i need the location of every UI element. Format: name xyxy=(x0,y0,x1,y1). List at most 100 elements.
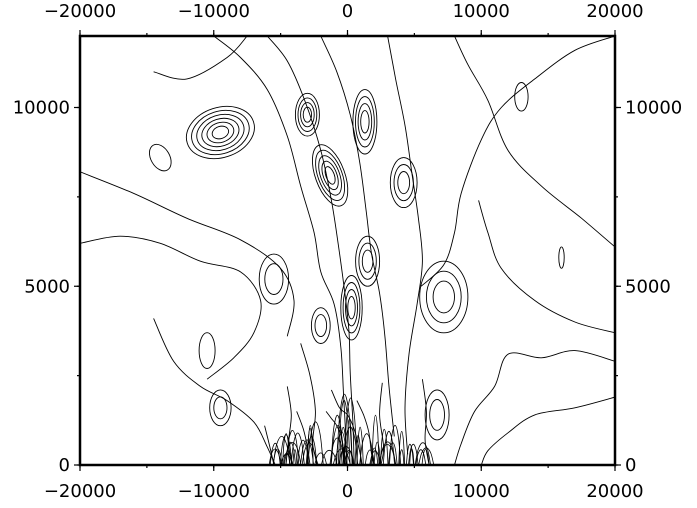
surface-contour-19 xyxy=(330,414,345,465)
contour-feature-4 xyxy=(389,157,418,209)
y-tick-label-right-0: 0 xyxy=(625,455,636,476)
surface-contour-47 xyxy=(379,441,397,465)
contour-feature-9 xyxy=(310,307,331,344)
contour-line-17 xyxy=(264,425,275,465)
contour-ring-1-1 xyxy=(297,97,318,132)
contour-line-16 xyxy=(421,379,430,465)
surface-contour-56 xyxy=(336,393,353,465)
contour-ring-0-2 xyxy=(196,113,245,152)
contour-ring-2-2 xyxy=(357,103,373,141)
contour-ring-9-0 xyxy=(310,307,331,344)
x-tick-label-top-2: 0 xyxy=(342,1,353,22)
surface-contour-59 xyxy=(418,447,435,465)
surface-contour-32 xyxy=(337,399,351,465)
contour-feature-6 xyxy=(258,253,290,305)
contour-line-3 xyxy=(420,36,615,287)
contour-feature-8 xyxy=(340,275,363,341)
x-tick-label-top-4: 20000 xyxy=(586,1,643,22)
contour-feature-3 xyxy=(311,144,349,207)
contour-ring-1-2 xyxy=(300,102,315,128)
contour-ring-4-2 xyxy=(397,171,411,195)
contour-ring-2-1 xyxy=(355,96,375,148)
contour-feature-12 xyxy=(558,246,565,269)
y-tick-label-left-0: 0 xyxy=(59,455,70,476)
x-tick-label-bottom-2: 0 xyxy=(342,481,353,502)
contour-feature-1 xyxy=(294,92,320,137)
surface-contour-55 xyxy=(343,397,358,465)
surface-contour-12 xyxy=(354,434,362,465)
surface-contour-cluster xyxy=(268,393,435,465)
x-tick-label-top-1: −10000 xyxy=(178,1,250,22)
contour-line-11 xyxy=(387,36,423,455)
surface-contour-35 xyxy=(290,432,305,465)
contour-ring-10-1 xyxy=(429,399,445,431)
contour-ring-2-0 xyxy=(352,89,378,155)
contour-line-7 xyxy=(480,396,615,465)
contour-ring-9-1 xyxy=(314,314,328,338)
contour-ring-0-4 xyxy=(206,121,235,144)
plot-frame xyxy=(78,34,617,467)
contour-ring-6-0 xyxy=(258,253,290,305)
surface-contour-50 xyxy=(283,452,291,465)
contour-ring-8-1 xyxy=(342,282,361,334)
surface-contour-48 xyxy=(380,428,389,465)
surface-contour-53 xyxy=(408,443,419,465)
contour-feature-15 xyxy=(514,82,529,112)
surface-contour-46 xyxy=(269,442,281,465)
contour-ring-7-1 xyxy=(425,270,462,324)
contour-ring-13-0 xyxy=(149,143,172,172)
contour-line-8 xyxy=(213,36,347,444)
x-tick-label-top-0: −20000 xyxy=(44,1,116,22)
contour-ring-2-3 xyxy=(360,110,370,134)
contour-ring-7-0 xyxy=(419,260,469,334)
surface-contour-38 xyxy=(280,453,293,465)
x-tick-label-bottom-4: 20000 xyxy=(586,481,643,502)
contour-feature-11 xyxy=(209,389,232,427)
contour-ring-11-1 xyxy=(213,396,228,420)
surface-contour-6 xyxy=(356,426,364,465)
contour-ring-10-0 xyxy=(424,389,450,441)
surface-contour-51 xyxy=(314,452,328,465)
surface-contour-42 xyxy=(301,442,318,465)
contour-ring-1-0 xyxy=(294,92,320,137)
contour-lines xyxy=(80,36,615,465)
contour-ring-0-1 xyxy=(191,109,250,156)
contour-ring-5-2 xyxy=(361,249,374,273)
contour-line-15 xyxy=(379,382,385,465)
surface-contour-34 xyxy=(409,448,415,465)
contour-line-10 xyxy=(320,36,395,437)
contour-ring-15-0 xyxy=(514,82,529,112)
axis-ticks: −20000 −20000 −10000 −10000 0 0 10000 10000 2000… xyxy=(13,1,683,502)
surface-contour-36 xyxy=(371,414,380,465)
contour-feature-10 xyxy=(424,389,450,441)
contour-feature-0 xyxy=(185,105,255,160)
contour-ring-3-4 xyxy=(324,166,336,185)
contour-ring-5-1 xyxy=(358,242,377,280)
surface-contour-57 xyxy=(330,425,345,465)
surface-contour-49 xyxy=(320,449,338,465)
surface-contour-17 xyxy=(370,447,379,465)
surface-contour-10 xyxy=(373,441,381,465)
contour-ring-8-2 xyxy=(345,289,358,327)
surface-contour-15 xyxy=(405,443,414,465)
contour-line-4 xyxy=(454,36,615,248)
x-tick-label-bottom-0: −20000 xyxy=(44,481,116,502)
x-tick-label-top-3: 10000 xyxy=(453,1,510,22)
contour-line-0 xyxy=(80,171,295,337)
surface-contour-9 xyxy=(296,439,310,465)
surface-contour-43 xyxy=(292,449,298,465)
surface-contour-28 xyxy=(300,439,314,465)
y-tick-label-left-2: 10000 xyxy=(13,98,70,119)
contour-ring-8-3 xyxy=(347,296,356,320)
contour-feature-5 xyxy=(355,235,381,287)
y-tick-label-right-1: 5000 xyxy=(625,276,671,297)
contour-line-12 xyxy=(153,36,248,80)
contour-line-1 xyxy=(80,235,262,380)
contour-line-2 xyxy=(153,318,276,465)
surface-contour-26 xyxy=(382,430,395,465)
contour-ring-3-1 xyxy=(315,149,346,202)
surface-contour-14 xyxy=(282,433,291,465)
contour-ring-8-0 xyxy=(340,275,363,341)
contour-ring-5-0 xyxy=(355,235,381,287)
